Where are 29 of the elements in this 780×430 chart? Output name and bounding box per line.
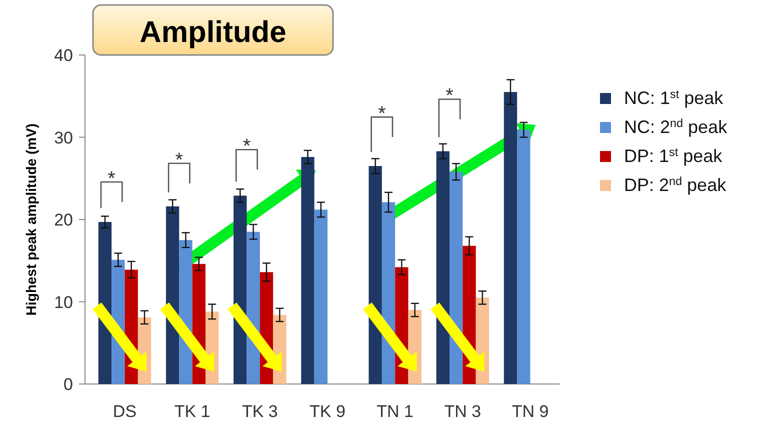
y-tick-label: 10 — [54, 292, 73, 312]
annotation: * — [242, 136, 251, 158]
x-tick-label: TK 3 — [242, 402, 278, 421]
annotation: * — [378, 103, 386, 126]
x-tick-label: TN 9 — [512, 402, 549, 421]
legend-label: DP: 1$^{st}$ peak — [624, 146, 724, 166]
y-tick-label: 0 — [64, 375, 73, 394]
y-tick-label: 30 — [54, 128, 73, 148]
legend-label: NC: 2$^{nd}$ peak — [624, 116, 728, 137]
y-axis-title: Highest peak amplitude (mV) — [23, 123, 39, 316]
x-tick-label: DS — [112, 402, 137, 421]
bar — [301, 156, 314, 384]
annotation: * — [446, 85, 454, 108]
y-tick-label: 20 — [54, 210, 73, 230]
legend-label: NC: 1$^{st}$ peak — [624, 88, 724, 108]
bar — [436, 151, 450, 384]
x-tick-label: TN 3 — [444, 402, 482, 421]
x-tick-label: TK 9 — [310, 402, 346, 421]
annotation: * — [108, 168, 116, 190]
chart-title: Amplitude — [140, 16, 286, 49]
bar — [368, 166, 382, 384]
bar — [504, 92, 518, 384]
x-tick-label: TN 1 — [376, 402, 414, 421]
annotation: * — [175, 149, 184, 172]
legend-label: DP: 2$^{nd}$ peak — [624, 174, 728, 195]
bar — [517, 130, 530, 384]
x-tick-label: TK 1 — [174, 402, 210, 421]
bar — [314, 210, 328, 384]
y-tick-label: 40 — [54, 46, 73, 65]
